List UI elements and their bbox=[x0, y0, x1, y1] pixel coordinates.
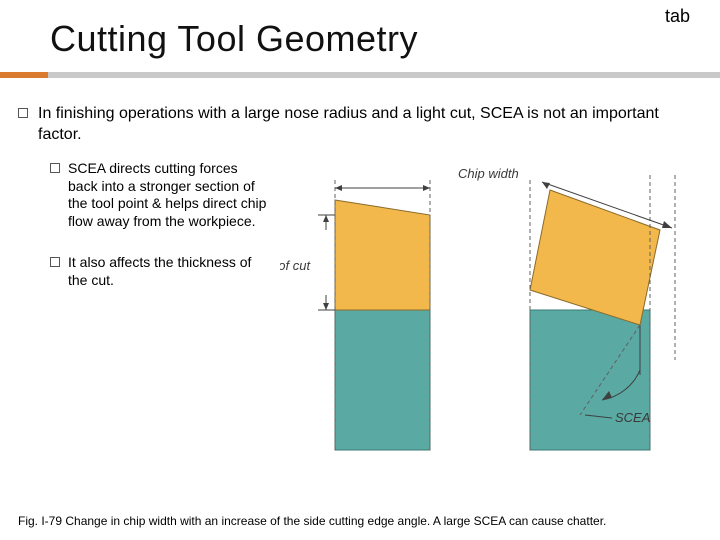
figure: Chip width Depth of cut SCEA bbox=[280, 160, 700, 480]
main-bullet-text: In finishing operations with a large nos… bbox=[38, 104, 696, 146]
underline-accent bbox=[0, 72, 48, 78]
sub-bullet-text: SCEA directs cutting forces back into a … bbox=[68, 160, 270, 230]
bullet-marker bbox=[50, 163, 60, 173]
tool-left bbox=[335, 200, 430, 310]
sub-bullet: It also affects the thickness of the cut… bbox=[50, 254, 270, 289]
label-scea: SCEA bbox=[615, 410, 650, 425]
slide-title-block: Cutting Tool Geometry bbox=[50, 18, 418, 60]
slide-title: Cutting Tool Geometry bbox=[50, 18, 418, 60]
label-depth-of-cut: Depth of cut bbox=[280, 258, 311, 273]
sub-bullet-list: SCEA directs cutting forces back into a … bbox=[50, 160, 280, 480]
bullet-marker bbox=[18, 108, 28, 118]
figure-caption: Fig. I-79 Change in chip width with an i… bbox=[18, 514, 702, 528]
main-bullet: In finishing operations with a large nos… bbox=[18, 104, 696, 146]
underline-base bbox=[48, 72, 720, 78]
sub-bullet: SCEA directs cutting forces back into a … bbox=[50, 160, 270, 230]
content-row: SCEA directs cutting forces back into a … bbox=[50, 160, 700, 480]
title-underline bbox=[0, 72, 720, 78]
workpiece-left bbox=[335, 310, 430, 450]
diagram-svg: Chip width Depth of cut SCEA bbox=[280, 160, 700, 460]
sub-bullet-text: It also affects the thickness of the cut… bbox=[68, 254, 270, 289]
label-chip-width: Chip width bbox=[458, 166, 519, 181]
workpiece-right bbox=[530, 310, 650, 450]
tab-label: tab bbox=[665, 6, 690, 27]
bullet-marker bbox=[50, 257, 60, 267]
tool-right bbox=[530, 190, 660, 325]
